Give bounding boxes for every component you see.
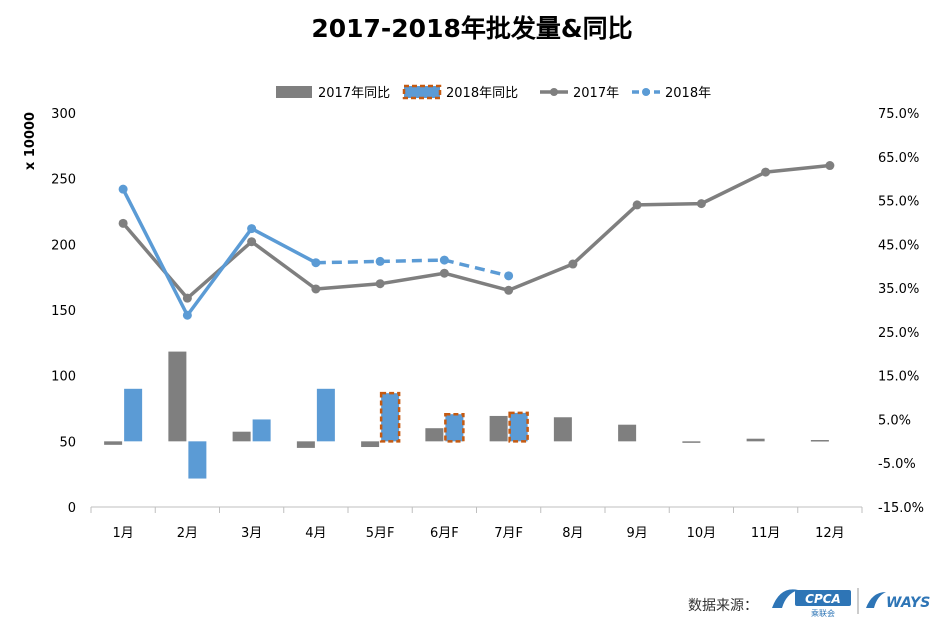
right-tick-label: 35.0% — [878, 282, 919, 297]
left-axis-unit-label: x 10000 — [23, 112, 38, 170]
right-tick-label: 65.0% — [878, 151, 919, 166]
legend-marker — [550, 88, 558, 96]
bar-2018-yoy — [188, 441, 207, 479]
left-tick-label: 150 — [51, 304, 76, 319]
x-tick-label: 3月 — [241, 526, 262, 541]
right-tick-label: -5.0% — [878, 457, 916, 472]
left-tick-label: 50 — [59, 435, 76, 450]
cpca-logo: CPCA 乘联会 — [772, 589, 851, 618]
right-tick-label: 5.0% — [878, 413, 911, 428]
point-2017 — [375, 279, 385, 289]
point-2017 — [825, 161, 835, 171]
point-2017 — [696, 199, 706, 209]
bar-2017-yoy — [553, 417, 572, 442]
right-tick-label: 45.0% — [878, 238, 919, 253]
bars — [104, 351, 829, 479]
axes: 1月 2月 3月 4月 5月F 6月F 7月F 8月 9月 10月 11月 12月 0 50 100 150 2… — [51, 107, 924, 541]
x-tick-label: 6月F — [430, 526, 459, 541]
right-tick-label: 15.0% — [878, 370, 919, 385]
x-tick-label: 7月F — [494, 526, 523, 541]
x-tick-label: 4月 — [305, 526, 326, 541]
point-2018 — [439, 255, 449, 265]
bar-2018-yoy — [316, 388, 335, 442]
point-2017 — [439, 268, 449, 278]
left-tick-label: 100 — [51, 370, 76, 385]
right-tick-label: -15.0% — [878, 501, 924, 516]
legend-swatch-2017-yoy — [276, 86, 312, 98]
cpca-badge — [795, 590, 851, 606]
bar-2017-yoy — [361, 441, 380, 448]
legend-label: 2017年同比 — [318, 86, 390, 101]
x-tick-label: 5月F — [366, 526, 395, 541]
bar-2018-yoy-forecast — [379, 391, 401, 443]
right-tick-label: 25.0% — [878, 326, 919, 341]
bar-2017-yoy — [746, 438, 765, 442]
source-label: 数据来源： — [688, 598, 758, 614]
bar-2017-yoy — [296, 441, 315, 448]
legend: 2017年同比 2018年同比 2017年 2018年 — [276, 84, 711, 101]
bar-2017-yoy — [232, 431, 251, 442]
point-2018 — [118, 184, 128, 194]
legend-swatch-2018-yoy — [402, 84, 442, 100]
point-2017 — [632, 200, 642, 210]
left-tick-label: 0 — [68, 501, 76, 516]
bar-2017-yoy — [168, 351, 187, 442]
bar-2017-yoy — [682, 441, 701, 443]
point-2017 — [504, 285, 514, 295]
x-tick-label: 8月 — [562, 526, 583, 541]
points — [118, 161, 835, 320]
point-2017 — [311, 284, 321, 294]
right-tick-label: 75.0% — [878, 107, 919, 122]
bar-2018-yoy — [252, 419, 271, 442]
cpca-swoosh-icon — [772, 589, 798, 608]
x-tick-label: 1月 — [112, 526, 133, 541]
line-2018 — [121, 188, 317, 318]
legend-label: 2018年同比 — [446, 86, 518, 101]
point-2018 — [247, 224, 257, 234]
left-tick-label: 300 — [51, 107, 76, 122]
point-2017 — [568, 259, 578, 269]
bar-2017-yoy — [425, 428, 444, 442]
line-2017 — [121, 163, 831, 300]
right-tick-label: 55.0% — [878, 195, 919, 210]
bar-2018-yoy-forecast — [508, 411, 529, 443]
point-2017 — [761, 167, 771, 177]
bar-2017-yoy — [618, 424, 637, 442]
point-2018 — [182, 310, 192, 320]
line-2018-forecast — [315, 258, 510, 278]
bar-2017-yoy — [489, 415, 508, 442]
point-2017 — [247, 237, 257, 247]
point-2017 — [182, 293, 192, 303]
ways-logo: WAYS — [866, 592, 930, 611]
ways-logo-text: WAYS — [886, 595, 930, 611]
left-tick-label: 200 — [51, 238, 76, 253]
point-2018 — [311, 258, 321, 268]
bar-2018-yoy — [124, 388, 143, 442]
bar-2017-yoy — [810, 440, 829, 442]
x-tick-label: 10月 — [687, 526, 717, 541]
legend-label: 2017年 — [573, 86, 619, 101]
bar-2017-yoy — [104, 441, 123, 445]
bar-2018-yoy-forecast — [444, 412, 465, 443]
x-tick-label: 2月 — [177, 526, 198, 541]
point-2018 — [504, 271, 514, 281]
legend-label: 2018年 — [665, 86, 711, 101]
x-tick-label: 9月 — [626, 526, 647, 541]
x-tick-label: 12月 — [815, 526, 845, 541]
point-2018 — [375, 256, 385, 266]
legend-marker — [642, 88, 650, 96]
cpca-logo-subtext: 乘联会 — [811, 608, 835, 618]
chart-title: 2017-2018年批发量&同比 — [311, 14, 632, 43]
left-tick-label: 250 — [51, 173, 76, 188]
point-2017 — [118, 218, 128, 228]
cpca-logo-text: CPCA — [805, 592, 841, 606]
lines — [121, 163, 831, 318]
ways-swoosh-icon — [866, 592, 886, 608]
data-source: 数据来源： CPCA 乘联会 WAYS — [688, 588, 930, 618]
x-tick-label: 11月 — [751, 526, 781, 541]
